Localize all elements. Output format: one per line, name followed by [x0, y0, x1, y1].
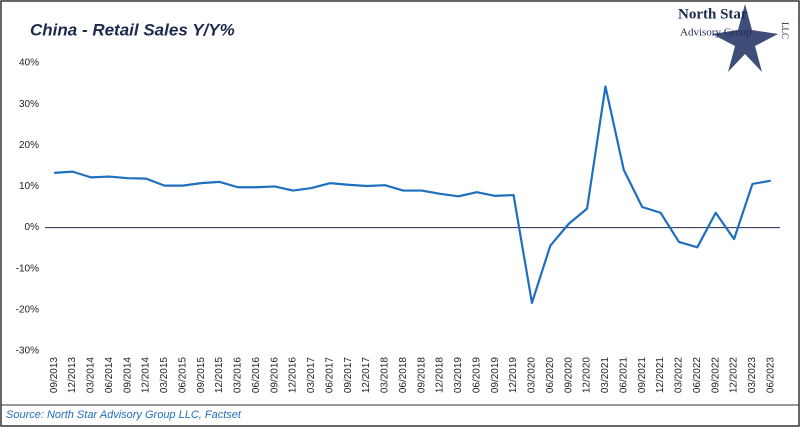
logo-star [712, 4, 778, 72]
x-tick-label: 06/2021 [618, 357, 629, 394]
x-tick-label: 03/2022 [674, 357, 685, 394]
x-tick-label: 03/2014 [86, 357, 97, 394]
x-tick-label: 12/2021 [655, 357, 666, 394]
x-tick-label: 06/2019 [471, 357, 482, 394]
x-tick-label: 03/2015 [159, 357, 170, 394]
x-tick-label: 09/2014 [122, 357, 133, 394]
x-tick-label: 12/2014 [141, 357, 152, 394]
x-tick-label: 12/2016 [288, 357, 299, 394]
source: Source: North Star Advisory Group LLC, F… [6, 409, 242, 421]
y-tick-label: -10% [16, 263, 39, 274]
x-tick-label: 09/2021 [637, 357, 648, 394]
x-tick-label: 06/2017 [324, 357, 335, 394]
x-tick-label: 12/2022 [729, 357, 740, 394]
y-tick-label: 0% [25, 222, 40, 233]
x-tick-label: 03/2023 [747, 357, 758, 394]
x-tick-label: 09/2019 [490, 357, 501, 394]
x-tick-label: 06/2023 [765, 357, 776, 394]
x-tick-label: 09/2018 [416, 357, 427, 394]
x-tick-label: 09/2016 [269, 357, 280, 394]
x-tick-label: 09/2022 [710, 357, 721, 394]
x-tick-label: 12/2019 [508, 357, 519, 394]
x-tick-label: 03/2016 [233, 357, 244, 394]
logo: North Star Advisory Group LLC [678, 4, 790, 72]
x-tick-label: 06/2022 [692, 357, 703, 394]
x-tick-label: 12/2018 [435, 357, 446, 394]
x-tick-label: 09/2017 [343, 357, 354, 394]
x-tick-label: 06/2020 [545, 357, 556, 394]
x-tick-label: 03/2018 [380, 357, 391, 394]
x-tick-label: 12/2015 [214, 357, 225, 394]
logo-name: North Star [678, 6, 748, 22]
x-tick-label: 09/2015 [196, 357, 207, 394]
y-tick-label: -30% [16, 346, 39, 357]
x-tick-label: 12/2017 [361, 357, 372, 394]
logo-suffix: LLC [780, 22, 790, 39]
y-tick-label: 10% [19, 181, 39, 192]
x-tick-label: 03/2019 [453, 357, 464, 394]
y-tick-label: 40% [19, 58, 39, 69]
logo-sub: Advisory Group [680, 27, 752, 39]
series-line [54, 85, 772, 304]
x-tick-label: 06/2016 [251, 357, 262, 394]
x-tick-label: 03/2017 [306, 357, 317, 394]
x-tick-label: 12/2020 [582, 357, 593, 394]
x-tick-label: 03/2021 [600, 357, 611, 394]
x-tick-label: 03/2020 [527, 357, 538, 394]
y-tick-label: 30% [19, 99, 39, 110]
x-tick-label: 06/2018 [398, 357, 409, 394]
chart-title: China - Retail Sales Y/Y% [30, 20, 235, 39]
x-tick-label: 09/2013 [49, 357, 60, 394]
x-tick-label: 06/2014 [104, 357, 115, 394]
y-tick-label: -20% [16, 304, 39, 315]
y-tick-label: 20% [19, 140, 39, 151]
x-tick-label: 06/2015 [177, 357, 188, 394]
x-tick-label: 09/2020 [563, 357, 574, 394]
x-tick-label: 12/2013 [67, 357, 78, 394]
